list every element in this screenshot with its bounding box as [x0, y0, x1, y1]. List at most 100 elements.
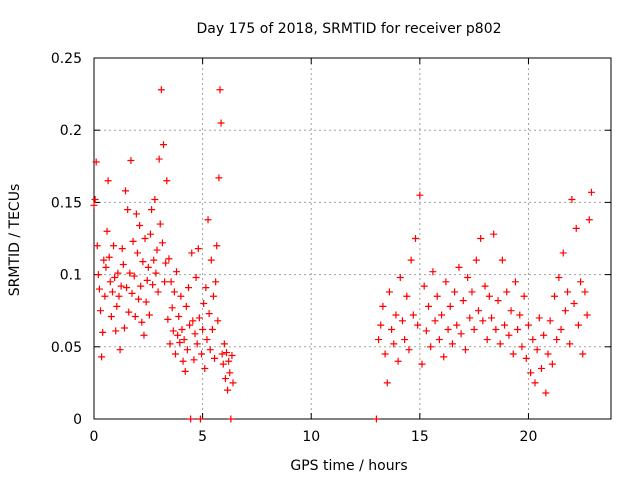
- data-point: [157, 86, 165, 94]
- data-point: [138, 318, 146, 326]
- data-point: [149, 281, 157, 289]
- data-point: [585, 216, 593, 224]
- data-point: [411, 235, 419, 242]
- data-point: [182, 302, 190, 310]
- data-point: [153, 246, 161, 254]
- data-point: [128, 289, 136, 297]
- data-point: [181, 367, 189, 375]
- data-point: [433, 292, 441, 300]
- data-point: [164, 315, 172, 323]
- data-point: [219, 360, 227, 368]
- data-point: [94, 271, 102, 279]
- data-point: [544, 350, 552, 358]
- data-point: [180, 336, 188, 344]
- data-point: [133, 249, 141, 257]
- data-point: [204, 216, 212, 224]
- data-point: [123, 284, 131, 292]
- data-point: [144, 263, 152, 271]
- data-point: [115, 292, 123, 300]
- data-point: [146, 230, 154, 238]
- data-point: [401, 336, 409, 344]
- data-point: [537, 364, 545, 372]
- data-point: [420, 282, 428, 290]
- data-point: [444, 325, 452, 333]
- data-point: [457, 330, 465, 338]
- data-point: [93, 242, 101, 250]
- data-point: [518, 343, 526, 351]
- data-point: [379, 302, 387, 310]
- data-point: [527, 369, 535, 377]
- data-point: [464, 273, 472, 281]
- data-point: [141, 235, 149, 242]
- data-point: [381, 350, 389, 358]
- data-point: [470, 325, 478, 333]
- data-point: [193, 340, 201, 348]
- data-point: [170, 288, 178, 296]
- data-point: [383, 379, 391, 387]
- y-tick-label: 0.25: [51, 51, 82, 67]
- data-point: [488, 314, 496, 322]
- data-point: [100, 256, 108, 264]
- data-point: [136, 222, 144, 230]
- y-tick-labels: 0 0.05 0.1 0.15 0.2 0.25: [51, 51, 82, 428]
- data-point: [175, 312, 183, 320]
- data-point: [166, 340, 174, 348]
- data-point: [429, 268, 437, 276]
- data-point: [221, 375, 229, 383]
- data-point: [139, 258, 147, 266]
- data-point: [440, 353, 448, 361]
- data-point: [503, 288, 511, 296]
- data-point: [418, 360, 426, 368]
- data-point: [535, 314, 543, 322]
- data-point: [568, 196, 576, 204]
- data-point: [168, 304, 176, 312]
- data-point: [377, 321, 385, 329]
- data-point: [200, 299, 208, 307]
- data-point: [501, 321, 509, 329]
- data-point: [564, 288, 572, 296]
- x-tick-label: 0: [90, 429, 99, 445]
- data-point: [583, 311, 591, 319]
- data-point: [215, 174, 223, 182]
- data-point: [459, 297, 467, 305]
- y-tick-label: 0: [73, 412, 82, 428]
- data-point: [191, 330, 199, 338]
- data-point: [574, 321, 582, 329]
- data-point: [533, 346, 541, 354]
- data-point: [108, 288, 116, 296]
- chart-title: Day 175 of 2018, SRMTID for receiver p80…: [196, 21, 501, 37]
- data-point: [451, 288, 459, 296]
- data-point: [479, 317, 487, 325]
- data-point: [129, 237, 137, 245]
- data-point: [145, 311, 153, 319]
- data-point: [577, 278, 585, 286]
- data-point: [566, 340, 574, 348]
- data-point: [126, 269, 134, 277]
- data-point: [106, 278, 114, 286]
- data-point: [494, 297, 502, 305]
- data-point: [438, 311, 446, 319]
- data-point: [453, 321, 461, 329]
- data-point: [507, 307, 515, 315]
- data-point: [572, 224, 580, 232]
- data-point: [407, 256, 415, 264]
- data-point: [579, 350, 587, 358]
- data-point: [529, 336, 537, 344]
- data-point: [548, 360, 556, 368]
- data-point: [223, 349, 231, 357]
- data-point: [455, 263, 463, 271]
- data-point: [192, 273, 200, 281]
- data-point: [446, 302, 454, 310]
- data-point: [120, 324, 128, 332]
- data-point: [114, 269, 122, 277]
- data-point: [92, 158, 100, 166]
- data-point: [202, 284, 210, 292]
- data-point: [481, 282, 489, 290]
- data-point: [405, 346, 413, 354]
- data-point: [570, 299, 578, 307]
- data-point: [140, 331, 148, 339]
- data-point: [137, 282, 145, 290]
- data-point: [143, 276, 151, 284]
- data-point: [97, 307, 105, 315]
